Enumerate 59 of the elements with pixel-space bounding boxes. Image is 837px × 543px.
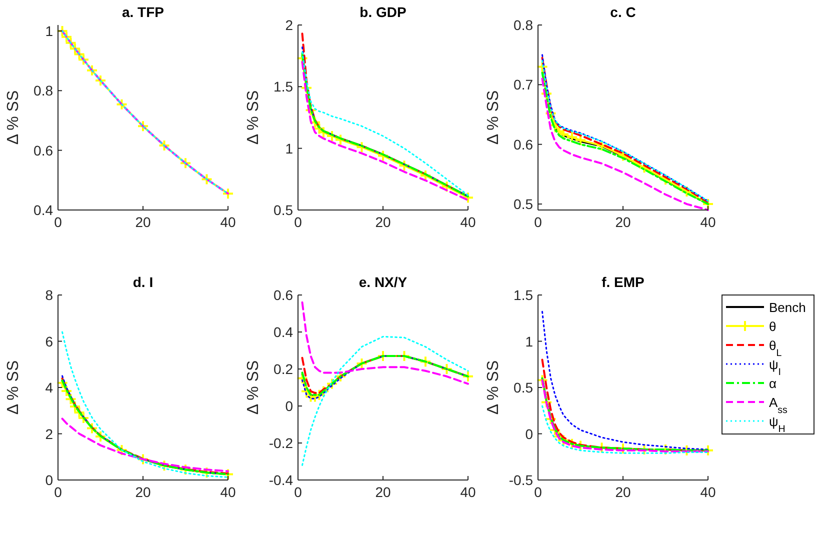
y-tick-label: 2 (285, 17, 294, 33)
chart-title: c. C (610, 4, 636, 20)
chart-title: d. I (132, 274, 154, 290)
chart-title: a. TFP (122, 4, 164, 20)
x-tick-label: 20 (375, 484, 391, 500)
chart-title: f. EMP (602, 274, 644, 290)
y-tick-label: 1.5 (514, 287, 534, 303)
y-tick-label: 0.2 (274, 361, 294, 377)
y-tick-label: 8 (45, 287, 54, 303)
y-axis-title: Δ % SS (485, 90, 502, 145)
legend-label: ψ$_{H}$ (769, 414, 786, 434)
y-axis-title: Δ % SS (5, 90, 22, 145)
chart-title: b. GDP (360, 4, 406, 20)
x-tick-label: 20 (135, 484, 151, 500)
y-tick-label: 4 (45, 380, 54, 396)
y-tick-label: -0.2 (268, 435, 294, 451)
y-tick-label: 1.5 (274, 78, 294, 95)
y-tick-label: 0.7 (514, 76, 534, 93)
legend-label: Bench (769, 300, 806, 315)
y-tick-label: 0.4 (34, 202, 54, 218)
y-tick-label: 1 (45, 22, 54, 39)
y-tick-label: 0.8 (514, 17, 534, 33)
x-tick-label: 40 (220, 214, 236, 230)
x-tick-label: 20 (135, 214, 151, 230)
y-axis-title: Δ % SS (5, 360, 22, 415)
y-tick-label: 0.4 (274, 324, 294, 340)
y-tick-label: 0.5 (514, 380, 534, 396)
y-tick-label: 1 (285, 140, 294, 156)
y-axis-title: Δ % SS (245, 90, 262, 145)
x-tick-label: 40 (220, 484, 236, 500)
legend-label: α (769, 376, 777, 391)
chart-title: e. NX/Y (358, 274, 408, 290)
x-tick-label: 40 (460, 214, 476, 230)
x-tick-label: 40 (700, 484, 716, 500)
legend-label: θ (769, 319, 776, 334)
y-tick-label: 0.8 (34, 82, 54, 99)
y-tick-label: 0.5 (274, 202, 294, 218)
y-axis-title: Δ % SS (485, 360, 502, 415)
x-tick-label: 20 (615, 214, 631, 230)
legend-label: A$_{ss}$ (769, 395, 788, 416)
y-tick-label: 1 (525, 333, 534, 350)
y-tick-label: 0 (285, 398, 294, 414)
y-tick-label: 2 (45, 426, 54, 442)
y-axis-title: Δ % SS (245, 360, 262, 415)
y-tick-label: -0.4 (268, 472, 294, 488)
y-tick-label: 0.6 (34, 142, 54, 158)
x-tick-label: 20 (615, 484, 631, 500)
y-tick-label: 0.6 (274, 287, 294, 303)
y-tick-label: 0.5 (514, 196, 534, 212)
legend-label: ψ$_{I}$ (769, 357, 781, 378)
x-tick-label: 40 (700, 214, 716, 230)
y-tick-label: 6 (45, 333, 54, 350)
x-tick-label: 20 (375, 214, 391, 230)
y-tick-label: 0 (45, 472, 54, 488)
y-tick-label: -0.5 (508, 472, 534, 488)
legend-label: θ$_{L}$ (769, 338, 782, 358)
x-tick-label: 40 (460, 484, 476, 500)
y-tick-label: 0.6 (514, 136, 534, 152)
y-tick-label: 0 (525, 426, 534, 442)
